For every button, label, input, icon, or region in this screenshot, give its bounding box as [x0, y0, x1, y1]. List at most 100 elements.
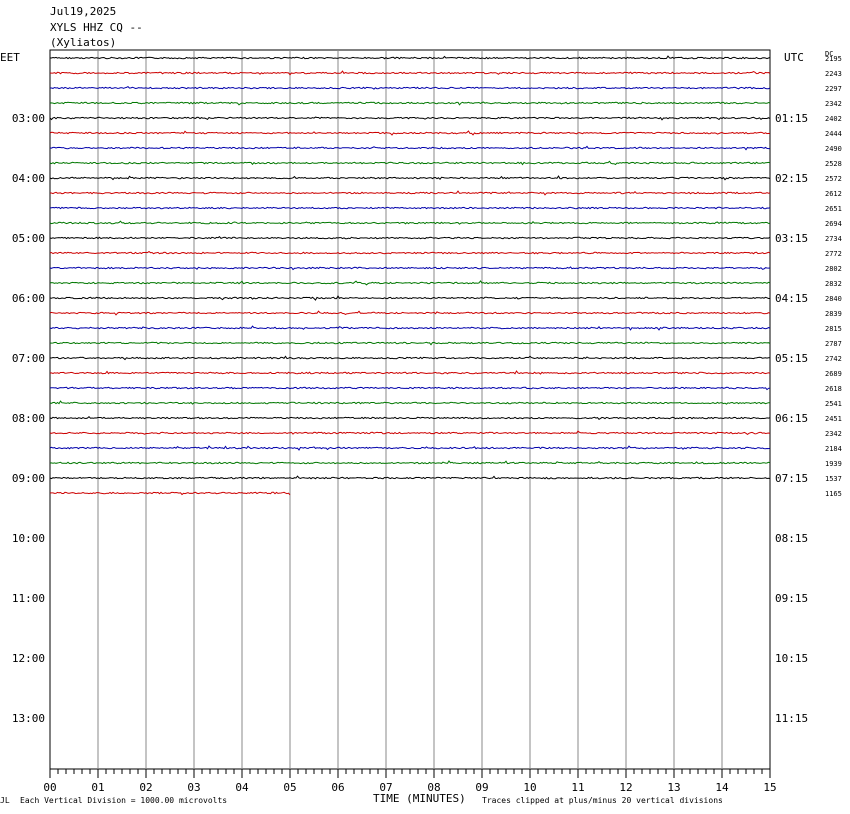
dc-value-label: 2528	[825, 160, 842, 168]
header-location: (Xyliatos)	[50, 36, 116, 49]
x-tick-label: 01	[91, 781, 104, 794]
trace-line	[49, 416, 771, 420]
right-hour-labels: 01:15 02:15 03:15 04:15 05:15 06:15 07:15 08:15…	[775, 112, 808, 725]
right-hour-label: 10:15	[775, 652, 808, 665]
dc-value-label: 2402	[825, 115, 842, 123]
x-tick-label: 12	[619, 781, 632, 794]
left-hour-label: 10:00	[12, 532, 45, 545]
right-hour-label: 08:15	[775, 532, 808, 545]
left-hour-label: 06:00	[12, 292, 45, 305]
trace-line	[49, 430, 771, 436]
dc-value-label: 2195	[825, 55, 842, 63]
dc-value-label: 2572	[825, 175, 842, 183]
dc-value-label: 2772	[825, 250, 842, 258]
x-axis-title: TIME (MINUTES)	[373, 792, 466, 805]
footer-mark: JL	[0, 796, 10, 805]
trace-line	[49, 310, 771, 316]
right-hour-label: 07:15	[775, 472, 808, 485]
trace-line	[50, 355, 771, 361]
x-tick-label: 03	[187, 781, 200, 794]
right-hour-label: 04:15	[775, 292, 808, 305]
left-hour-label: 13:00	[12, 712, 45, 725]
trace-line	[49, 445, 771, 451]
trace-line	[49, 160, 771, 166]
trace-line	[49, 250, 771, 255]
trace-line	[49, 370, 771, 375]
dc-value-label: 2840	[825, 295, 842, 303]
scale-note: Each Vertical Division = 1000.00 microvo…	[20, 796, 227, 805]
trace-line	[49, 325, 771, 331]
dc-value-label: 2832	[825, 280, 842, 288]
trace-line	[50, 85, 771, 90]
trace-line	[49, 491, 291, 496]
trace-line	[50, 190, 771, 196]
dc-value-label: 2451	[825, 415, 842, 423]
x-tick-label: 15	[763, 781, 776, 794]
left-hour-label: 07:00	[12, 352, 45, 365]
x-tick-label: 00	[43, 781, 56, 794]
dc-value-label: 2694	[825, 220, 842, 228]
dc-value-label: 2734	[825, 235, 842, 243]
dc-value-label: 2787	[825, 340, 842, 348]
x-tick-label: 06	[331, 781, 344, 794]
left-hour-label: 03:00	[12, 112, 45, 125]
dc-value-label: 2839	[825, 310, 842, 318]
right-hour-label: 11:15	[775, 712, 808, 725]
x-tick-label: 04	[235, 781, 249, 794]
trace-line	[49, 130, 771, 136]
dc-value-label: 2651	[825, 205, 842, 213]
trace-line	[49, 70, 771, 76]
left-hour-labels: 03:00 04:00 05:00 06:00 07:00 08:00 09:00 10:00…	[12, 112, 45, 725]
left-hour-label: 04:00	[12, 172, 45, 185]
tz-right-label: UTC	[784, 51, 804, 64]
dc-value-label: 2541	[825, 400, 842, 408]
left-hour-label: 08:00	[12, 412, 45, 425]
dc-value-label: 2490	[825, 145, 842, 153]
dc-value-label: 1537	[825, 475, 842, 483]
right-hour-label: 02:15	[775, 172, 808, 185]
left-hour-label: 05:00	[12, 232, 45, 245]
trace-line	[50, 55, 771, 60]
dc-offset-labels: 2195 2243 2297 2342 2402 2444 2490 2528 2572 2612…	[825, 55, 842, 498]
x-tick-label: 14	[715, 781, 729, 794]
dc-value-label: 1939	[825, 460, 842, 468]
left-hour-label: 12:00	[12, 652, 45, 665]
x-tick-label: 10	[523, 781, 536, 794]
trace-line	[49, 341, 771, 346]
clip-note: Traces clipped at plus/minus 20 vertical…	[482, 796, 723, 805]
seismic-traces	[49, 55, 771, 496]
x-axis: 00 01 02 03 04 05 06 07 08 09 10 11 12 13 14 15	[43, 769, 777, 794]
x-tick-label: 05	[283, 781, 296, 794]
trace-line	[49, 145, 770, 151]
left-hour-label: 11:00	[12, 592, 45, 605]
x-tick-label: 08	[427, 781, 440, 794]
dc-value-label: 2184	[825, 445, 842, 453]
x-tick-label: 07	[379, 781, 392, 794]
trace-line	[49, 475, 771, 480]
right-hour-label: 03:15	[775, 232, 808, 245]
dc-value-label: 2444	[825, 130, 842, 138]
header-station: XYLS HHZ CQ --	[50, 21, 143, 34]
trace-line	[49, 386, 771, 391]
trace-line	[49, 295, 770, 301]
plot-frame	[49, 49, 771, 770]
tz-left-label: EET	[0, 51, 20, 64]
right-hour-label: 05:15	[775, 352, 808, 365]
dc-value-label: 2815	[825, 325, 842, 333]
trace-line	[49, 206, 771, 210]
dc-value-label: 2618	[825, 385, 842, 393]
trace-line	[49, 266, 771, 271]
header-date: Jul19,2025	[50, 5, 116, 18]
dc-value-label: 2612	[825, 190, 842, 198]
left-hour-label: 09:00	[12, 472, 45, 485]
dc-value-label: 2297	[825, 85, 842, 93]
trace-line	[49, 175, 771, 181]
x-tick-label: 13	[667, 781, 680, 794]
dc-value-label: 1165	[825, 490, 842, 498]
dc-value-label: 2742	[825, 355, 842, 363]
right-hour-label: 06:15	[775, 412, 808, 425]
trace-line	[49, 101, 771, 106]
dc-value-label: 2689	[825, 370, 842, 378]
trace-line	[49, 280, 771, 286]
